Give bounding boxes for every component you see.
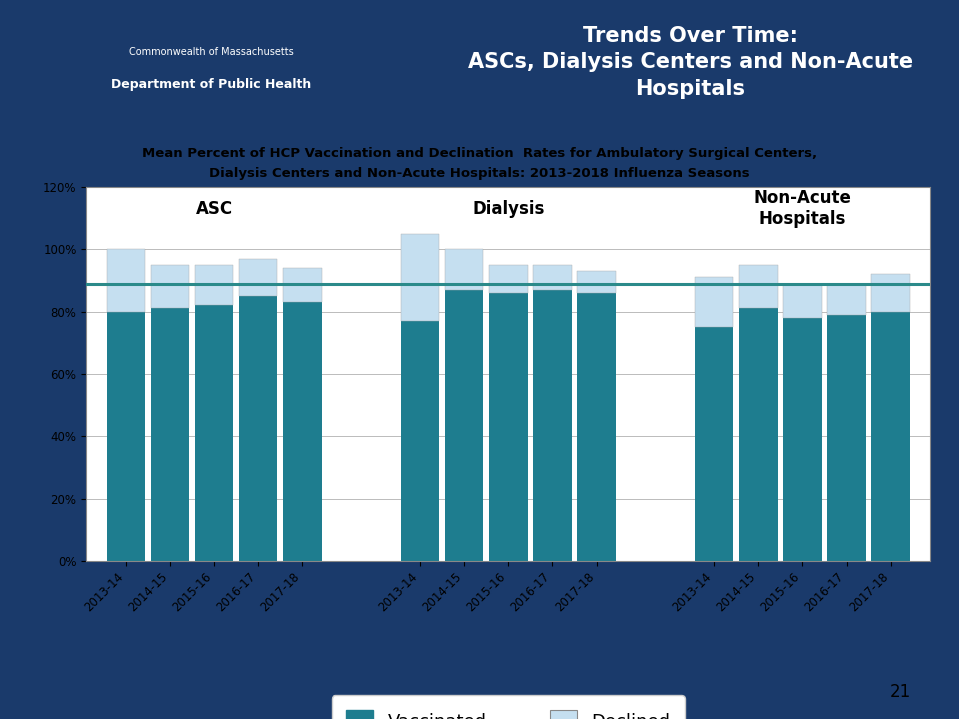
Bar xyxy=(445,249,483,290)
Text: Department of Public Health: Department of Public Health xyxy=(111,78,311,91)
Bar xyxy=(401,321,439,561)
Bar xyxy=(533,290,572,561)
Bar xyxy=(239,259,277,296)
Bar xyxy=(489,293,527,561)
Bar xyxy=(239,296,277,561)
Text: Dialysis: Dialysis xyxy=(472,200,545,218)
Bar xyxy=(577,293,616,561)
Bar xyxy=(283,268,321,302)
Text: Mean Percent of HCP Vaccination and Declination  Rates for Ambulatory Surgical C: Mean Percent of HCP Vaccination and Decl… xyxy=(142,147,817,160)
Bar xyxy=(872,311,910,561)
Text: Non-Acute
Hospitals: Non-Acute Hospitals xyxy=(754,189,852,228)
Bar xyxy=(784,283,822,318)
Bar xyxy=(195,306,233,561)
Bar xyxy=(401,234,439,321)
Bar xyxy=(739,265,778,308)
Text: Dialysis Centers and Non-Acute Hospitals: 2013-2018 Influenza Seasons: Dialysis Centers and Non-Acute Hospitals… xyxy=(209,167,750,180)
Bar xyxy=(828,283,866,315)
Text: Commonwealth of Massachusetts: Commonwealth of Massachusetts xyxy=(129,47,293,57)
Bar xyxy=(151,308,189,561)
Bar xyxy=(828,315,866,561)
Bar xyxy=(784,318,822,561)
Bar xyxy=(695,327,734,561)
Bar xyxy=(533,265,572,290)
Bar xyxy=(195,265,233,306)
Bar xyxy=(695,278,734,327)
Bar xyxy=(445,290,483,561)
Text: 21: 21 xyxy=(890,683,911,701)
Bar xyxy=(151,265,189,308)
Bar xyxy=(577,271,616,293)
Bar xyxy=(283,302,321,561)
Text: Trends Over Time:
ASCs, Dialysis Centers and Non-Acute
Hospitals: Trends Over Time: ASCs, Dialysis Centers… xyxy=(468,26,913,99)
Bar xyxy=(489,265,527,293)
Bar xyxy=(872,274,910,311)
Bar xyxy=(739,308,778,561)
Bar xyxy=(106,249,145,311)
Text: ASC: ASC xyxy=(196,200,233,218)
Bar xyxy=(106,311,145,561)
Legend: Vaccinated, Declined: Vaccinated, Declined xyxy=(332,695,685,719)
